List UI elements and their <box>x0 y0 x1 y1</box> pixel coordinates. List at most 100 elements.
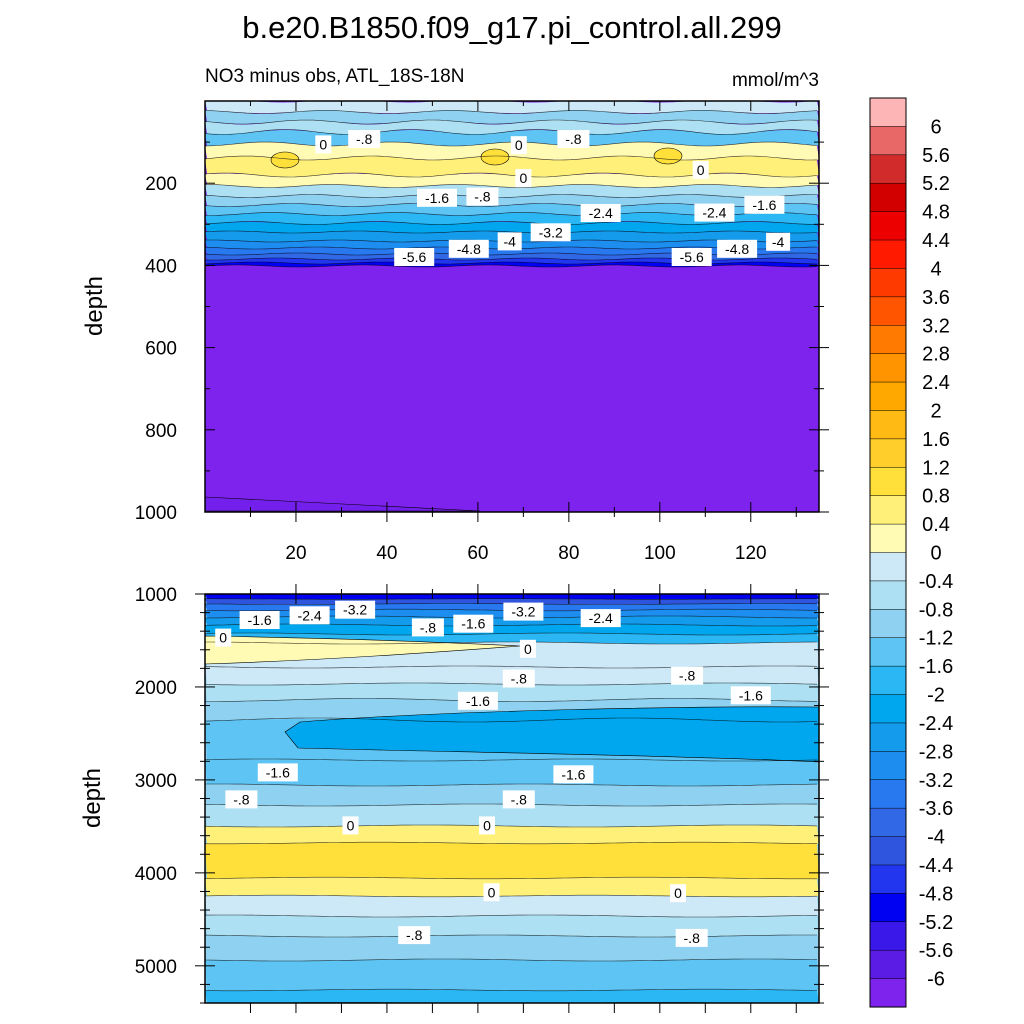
lower-band <box>205 594 819 600</box>
lower-contour-label-21: -.8 <box>406 927 423 943</box>
lower-contour-label-bg-19 <box>483 883 500 902</box>
upper-xtick-label-1: 40 <box>376 543 397 564</box>
colorbar-label-16: -0.4 <box>919 571 953 593</box>
colorbar-swatch-19 <box>869 637 907 667</box>
upper-ytick-label-1: 400 <box>145 256 177 277</box>
lower-contour-label-19: 0 <box>488 884 496 900</box>
upper-contour-line <box>205 261 818 265</box>
lower-contour-line <box>205 632 818 636</box>
lower-band <box>205 935 819 961</box>
colorbar-label-7: 3.2 <box>922 315 950 337</box>
lower-contour-line <box>205 841 817 845</box>
upper-contour-label-15: -4.8 <box>725 241 749 257</box>
colorbar-swatch-25 <box>869 807 907 838</box>
colorbar-label-10: 2 <box>930 401 941 423</box>
colorbar-label-6: 3.6 <box>922 287 950 309</box>
units-label: mmol/m^3 <box>732 70 819 91</box>
lower-ytick-label-3: 4000 <box>135 864 177 885</box>
lower-contour-label-bg-14 <box>225 790 258 809</box>
lower-contour-label-15: -1.6 <box>561 766 585 782</box>
lower-contour-label-bg-0 <box>239 611 280 629</box>
colorbar-swatch-29 <box>869 921 907 951</box>
colorbar-swatch-17 <box>869 580 907 610</box>
lower-contour-label-20: 0 <box>674 885 682 901</box>
lower-contour-label-1: -2.4 <box>298 607 322 623</box>
colorbar-label-19: -1.6 <box>919 656 953 678</box>
colorbar-label-30: -6 <box>927 969 945 991</box>
upper-contour-label-13: -4.8 <box>457 241 481 257</box>
upper-contour-label-8: -2.4 <box>589 205 613 221</box>
lower-contour-label-7: -2.4 <box>589 610 613 626</box>
upper-positive-patch <box>480 148 510 166</box>
colorbar-label-24: -3.6 <box>919 798 953 820</box>
upper-contour-panel: 0 -.8 0 -.8 0 0 -1.6 -.8 -2.4 -2.4 -1.6 -3.2 -4 -4.8 -… <box>81 100 829 564</box>
lower-contour-label-bg-4 <box>411 618 444 637</box>
colorbar-swatch-13 <box>869 467 907 497</box>
lower-contour-line <box>205 717 818 723</box>
colorbar-swatch-24 <box>869 779 907 809</box>
lower-contour-line <box>205 914 818 918</box>
lower-contour-label-bg-6 <box>503 602 544 621</box>
lower-contour-label-bg-5 <box>453 614 494 633</box>
lower-contour-label-bg-1 <box>289 606 330 625</box>
upper-contour-label-bg-7 <box>466 187 499 206</box>
lower-contour-label-bg-3 <box>215 628 232 647</box>
lower-contour-line <box>205 824 818 828</box>
upper-contour-label-bg-2 <box>510 136 527 155</box>
colorbar-swatch-7 <box>869 296 907 326</box>
lower-contour-label-bg-22 <box>675 928 708 947</box>
lower-contour-line <box>205 958 818 962</box>
upper-contour-line <box>205 257 818 261</box>
upper-deep-patch <box>205 496 481 512</box>
upper-ytick-label-3: 800 <box>145 421 177 442</box>
colorbar-swatch-8 <box>869 325 907 355</box>
lower-contour-label-14: -.8 <box>233 791 250 807</box>
lower-negative-core <box>284 706 819 763</box>
upper-contour-label-14: -5.6 <box>402 249 426 265</box>
lower-contour-label-13: -1.6 <box>266 764 290 780</box>
colorbar-frame <box>869 97 907 1008</box>
lower-contour-line <box>205 641 818 645</box>
upper-contour-line <box>205 172 818 178</box>
lower-y-axis-label: depth <box>79 768 106 828</box>
lower-contour-label-bg-8 <box>519 639 536 658</box>
upper-band <box>205 253 819 260</box>
upper-contour-label-2: 0 <box>515 137 523 153</box>
lower-band <box>205 624 819 635</box>
lower-contour-label-5: -1.6 <box>461 616 485 632</box>
upper-contour-line <box>205 194 817 198</box>
upper-contour-label-9: -2.4 <box>702 205 726 221</box>
colorbar-label-1: 5.6 <box>922 145 950 167</box>
colorbar-label-9: 2.4 <box>922 372 950 394</box>
lower-contour-label-8: 0 <box>524 641 532 657</box>
lower-band <box>205 915 819 937</box>
colorbar-swatch-6 <box>869 268 907 298</box>
lower-contour-line <box>205 758 818 762</box>
colorbar-swatch-2 <box>869 154 907 184</box>
lower-contour-label-0: -1.6 <box>248 612 272 628</box>
lower-contour-line <box>205 934 817 938</box>
lower-contour-label-bg-21 <box>398 926 431 945</box>
lower-contour-label-22: -.8 <box>684 930 701 946</box>
colorbar-swatch-11 <box>869 410 907 440</box>
colorbar-swatch-26 <box>869 836 907 866</box>
lower-contour-label-bg-17 <box>342 816 359 835</box>
lower-band <box>205 759 819 786</box>
upper-contour-label-5: 0 <box>520 170 528 186</box>
upper-xtick-label-2: 60 <box>467 543 488 564</box>
lower-contour-line <box>205 698 818 702</box>
lower-band <box>205 989 819 1003</box>
lower-contour-label-bg-10 <box>457 691 498 710</box>
colorbar-label-5: 4 <box>930 258 941 280</box>
colorbar-swatch-27 <box>869 864 907 894</box>
upper-contour-label-bg-4 <box>692 160 709 179</box>
colorbar-swatch-22 <box>869 722 907 752</box>
upper-positive-patch <box>653 147 683 165</box>
lower-contour-line <box>205 665 818 669</box>
lower-contour-label-bg-12 <box>730 686 771 705</box>
upper-contour-label-11: -3.2 <box>539 224 563 240</box>
lower-contour-label-2: -3.2 <box>343 602 367 618</box>
colorbar-swatch-21 <box>869 694 907 724</box>
colorbar-label-23: -3.2 <box>919 770 953 792</box>
